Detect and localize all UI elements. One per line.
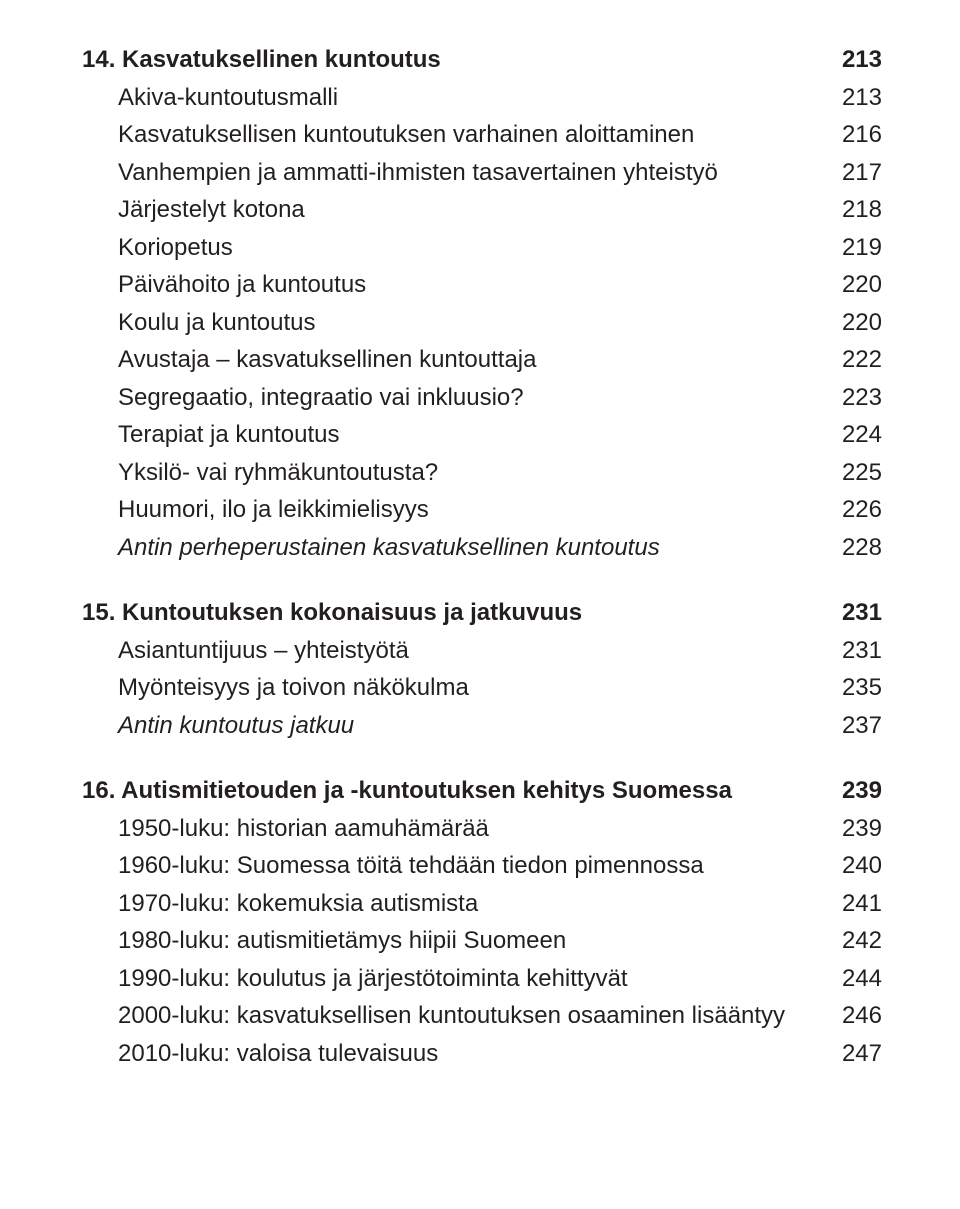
toc-page-number: 224 — [842, 417, 882, 453]
toc-label: Segregaatio, integraatio vai inkluusio? — [118, 380, 524, 416]
toc-page-number: 216 — [842, 117, 882, 153]
toc-entry: Asiantuntijuus – yhteistyötä 231 — [82, 633, 882, 669]
toc-entry: Antin kuntoutus jatkuu 237 — [82, 708, 882, 744]
toc-page-number: 240 — [842, 848, 882, 884]
toc-page-number: 225 — [842, 455, 882, 491]
toc-label: Päivähoito ja kuntoutus — [118, 267, 366, 303]
toc-label: Järjestelyt kotona — [118, 192, 305, 228]
toc-page-number: 217 — [842, 155, 882, 191]
toc-label: Terapiat ja kuntoutus — [118, 417, 339, 453]
toc-page-number: 222 — [842, 342, 882, 378]
toc-label: Kasvatuksellisen kuntoutuksen varhainen … — [118, 117, 694, 153]
toc-chapter: 16. Autismitietouden ja -kuntoutuksen ke… — [82, 773, 882, 809]
toc-label: Myönteisyys ja toivon näkökulma — [118, 670, 469, 706]
toc-entry: Myönteisyys ja toivon näkökulma 235 — [82, 670, 882, 706]
toc-label: Yksilö- vai ryhmäkuntoutusta? — [118, 455, 438, 491]
toc-label: 16. Autismitietouden ja -kuntoutuksen ke… — [82, 773, 732, 809]
toc-label: 15. Kuntoutuksen kokonaisuus ja jatkuvuu… — [82, 595, 582, 631]
toc-page-number: 244 — [842, 961, 882, 997]
toc-page-number: 247 — [842, 1036, 882, 1072]
toc-label: 1960-luku: Suomessa töitä tehdään tiedon… — [118, 848, 704, 884]
toc-page-number: 213 — [842, 42, 882, 78]
toc-entry: Koulu ja kuntoutus 220 — [82, 305, 882, 341]
toc-page-number: 246 — [842, 998, 882, 1034]
toc-page-number: 226 — [842, 492, 882, 528]
toc-page-number: 239 — [842, 773, 882, 809]
toc-label: Antin kuntoutus jatkuu — [118, 708, 354, 744]
toc-entry: Huumori, ilo ja leikkimielisyys 226 — [82, 492, 882, 528]
toc-label: 1970-luku: kokemuksia autismista — [118, 886, 478, 922]
toc-entry: 2010-luku: valoisa tulevaisuus 247 — [82, 1036, 882, 1072]
toc-page-number: 237 — [842, 708, 882, 744]
toc-label: Koulu ja kuntoutus — [118, 305, 315, 341]
toc-page-number: 231 — [842, 633, 882, 669]
toc-page-number: 220 — [842, 267, 882, 303]
toc-entry: Järjestelyt kotona 218 — [82, 192, 882, 228]
toc-label: 1990-luku: koulutus ja järjestötoiminta … — [118, 961, 628, 997]
toc-label: 1980-luku: autismitietämys hiipii Suomee… — [118, 923, 566, 959]
toc-entry: 1960-luku: Suomessa töitä tehdään tiedon… — [82, 848, 882, 884]
toc-label: Antin perheperustainen kasvatuksellinen … — [118, 530, 660, 566]
toc-label: 1950-luku: historian aamuhämärää — [118, 811, 489, 847]
table-of-contents: 14. Kasvatuksellinen kuntoutus213Akiva-k… — [82, 42, 882, 1071]
toc-entry: Avustaja – kasvatuksellinen kuntouttaja 2… — [82, 342, 882, 378]
toc-page-number: 220 — [842, 305, 882, 341]
toc-entry: Päivähoito ja kuntoutus 220 — [82, 267, 882, 303]
toc-entry: Segregaatio, integraatio vai inkluusio? 2… — [82, 380, 882, 416]
toc-page-number: 231 — [842, 595, 882, 631]
toc-entry: Akiva-kuntoutusmalli 213 — [82, 80, 882, 116]
toc-entry: 1970-luku: kokemuksia autismista 241 — [82, 886, 882, 922]
toc-page-number: 219 — [842, 230, 882, 266]
toc-label: Asiantuntijuus – yhteistyötä — [118, 633, 409, 669]
toc-page-number: 228 — [842, 530, 882, 566]
toc-label: Huumori, ilo ja leikkimielisyys — [118, 492, 429, 528]
toc-chapter: 14. Kasvatuksellinen kuntoutus 213 — [82, 42, 882, 78]
toc-label: Akiva-kuntoutusmalli — [118, 80, 338, 116]
toc-entry: Terapiat ja kuntoutus 224 — [82, 417, 882, 453]
toc-label: 2010-luku: valoisa tulevaisuus — [118, 1036, 438, 1072]
toc-entry: 1990-luku: koulutus ja järjestötoiminta … — [82, 961, 882, 997]
toc-page-number: 239 — [842, 811, 882, 847]
toc-entry: Kasvatuksellisen kuntoutuksen varhainen … — [82, 117, 882, 153]
toc-label: 14. Kasvatuksellinen kuntoutus — [82, 42, 441, 78]
toc-chapter: 15. Kuntoutuksen kokonaisuus ja jatkuvuu… — [82, 595, 882, 631]
toc-entry: 2000-luku: kasvatuksellisen kuntoutuksen… — [82, 998, 882, 1034]
toc-page-number: 213 — [842, 80, 882, 116]
toc-label: Vanhempien ja ammatti-ihmisten tasaverta… — [118, 155, 718, 191]
toc-label: Koriopetus — [118, 230, 233, 266]
toc-page-number: 218 — [842, 192, 882, 228]
toc-page-number: 241 — [842, 886, 882, 922]
toc-label: 2000-luku: kasvatuksellisen kuntoutuksen… — [118, 998, 785, 1034]
toc-label: Avustaja – kasvatuksellinen kuntouttaja — [118, 342, 537, 378]
toc-page-number: 242 — [842, 923, 882, 959]
toc-entry: Vanhempien ja ammatti-ihmisten tasaverta… — [82, 155, 882, 191]
toc-entry: 1980-luku: autismitietämys hiipii Suomee… — [82, 923, 882, 959]
toc-entry: Antin perheperustainen kasvatuksellinen … — [82, 530, 882, 566]
toc-page-number: 223 — [842, 380, 882, 416]
toc-entry: Koriopetus 219 — [82, 230, 882, 266]
toc-entry: 1950-luku: historian aamuhämärää 239 — [82, 811, 882, 847]
toc-entry: Yksilö- vai ryhmäkuntoutusta? 225 — [82, 455, 882, 491]
toc-page-number: 235 — [842, 670, 882, 706]
